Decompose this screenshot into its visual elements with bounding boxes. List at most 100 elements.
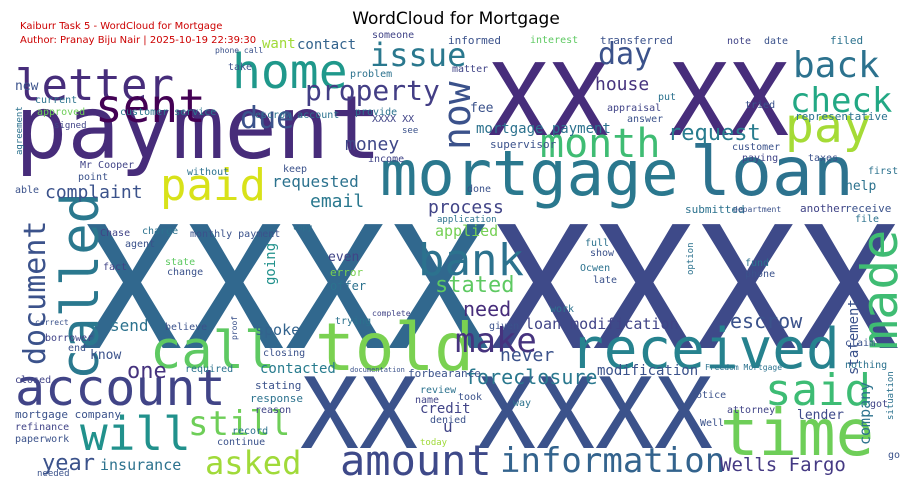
word: paid [160, 160, 266, 211]
word: new [15, 79, 39, 94]
word: issue [370, 36, 466, 74]
word: interest [530, 35, 578, 46]
word: make [455, 321, 537, 361]
word: copy [293, 223, 312, 232]
word: believe [165, 322, 207, 333]
word: know [90, 348, 121, 363]
word: given [489, 321, 519, 332]
word: help [845, 179, 876, 194]
word: situation [886, 371, 896, 420]
word: keep [283, 164, 307, 175]
word: never [500, 345, 554, 366]
word: informed [448, 34, 501, 47]
word: name [415, 395, 439, 406]
word: current [35, 95, 77, 106]
word: proof [230, 316, 239, 340]
word: first [868, 166, 898, 177]
word: mortgage payment [476, 121, 611, 137]
word: check [790, 81, 892, 121]
word: escrow [730, 309, 803, 333]
word: closing [263, 348, 305, 359]
word: u [443, 417, 453, 436]
word: record [232, 426, 268, 437]
word: contacted [260, 361, 336, 377]
word: even [328, 250, 359, 265]
word: requested [272, 172, 359, 191]
chart-title: WordCloud for Mortgage [352, 9, 560, 29]
word: call [150, 321, 275, 381]
word: email [310, 191, 364, 212]
word: company [856, 382, 874, 445]
word: spoke [255, 321, 300, 339]
word: work [550, 304, 574, 315]
word: loan [690, 133, 854, 212]
word: fee [470, 101, 494, 116]
annotation: Kaiburr Task 5 - WordCloud for Mortgage [20, 21, 222, 32]
word: done [467, 184, 491, 195]
word: see [402, 126, 418, 136]
word: take [228, 62, 252, 73]
word: signed [54, 121, 87, 131]
word: paperwork [15, 434, 69, 445]
word: another [800, 202, 847, 215]
word: need [463, 297, 511, 321]
word: still [188, 404, 290, 444]
word: said [765, 365, 871, 416]
word: time [720, 397, 874, 471]
word: fact [103, 262, 127, 273]
word: continue [217, 437, 265, 448]
word: loan modification [525, 315, 679, 333]
word: charge [142, 226, 178, 237]
word: reason [255, 405, 291, 416]
word: modification [597, 363, 698, 379]
word: foreclosure [465, 365, 597, 389]
word: supervisor [490, 138, 557, 151]
word: complaint [45, 182, 143, 203]
word: back [793, 45, 880, 86]
word: process [428, 197, 504, 218]
word: house [595, 74, 649, 95]
word: end [68, 343, 86, 354]
word: money [345, 134, 399, 155]
word: forbearance [408, 367, 481, 380]
word: tried [745, 100, 775, 111]
word: option [686, 242, 696, 275]
word: way [513, 398, 531, 409]
word: customer [732, 142, 780, 153]
word: want [262, 36, 296, 52]
word: agent [125, 239, 155, 250]
word: matter [452, 64, 488, 75]
word: payment [15, 77, 382, 179]
word: notice [690, 390, 726, 401]
word: send [110, 316, 149, 335]
word: documentation [350, 366, 405, 374]
word: complete [372, 309, 411, 318]
word: Chase [100, 228, 130, 239]
word: Wells Fargo [720, 454, 846, 476]
word: problem [350, 69, 392, 80]
word: provide [355, 107, 397, 118]
word: letter [15, 60, 174, 111]
word: refinance [15, 422, 69, 433]
word: bank [418, 235, 524, 286]
word: error [330, 266, 363, 279]
word: someone [372, 30, 414, 41]
word: now [435, 81, 479, 150]
word: amount [340, 436, 492, 485]
word: review [420, 385, 457, 396]
word: applied [435, 222, 498, 240]
word: phone [745, 269, 775, 280]
word: stated [435, 273, 514, 298]
word: date [764, 36, 788, 47]
word: put [658, 92, 676, 103]
word: made [851, 230, 909, 350]
word: today [420, 438, 448, 448]
word: property [305, 74, 440, 107]
word: offer [330, 279, 366, 293]
word: monthly payment [190, 229, 280, 240]
word: lender [797, 408, 844, 423]
word: filed [830, 34, 863, 47]
